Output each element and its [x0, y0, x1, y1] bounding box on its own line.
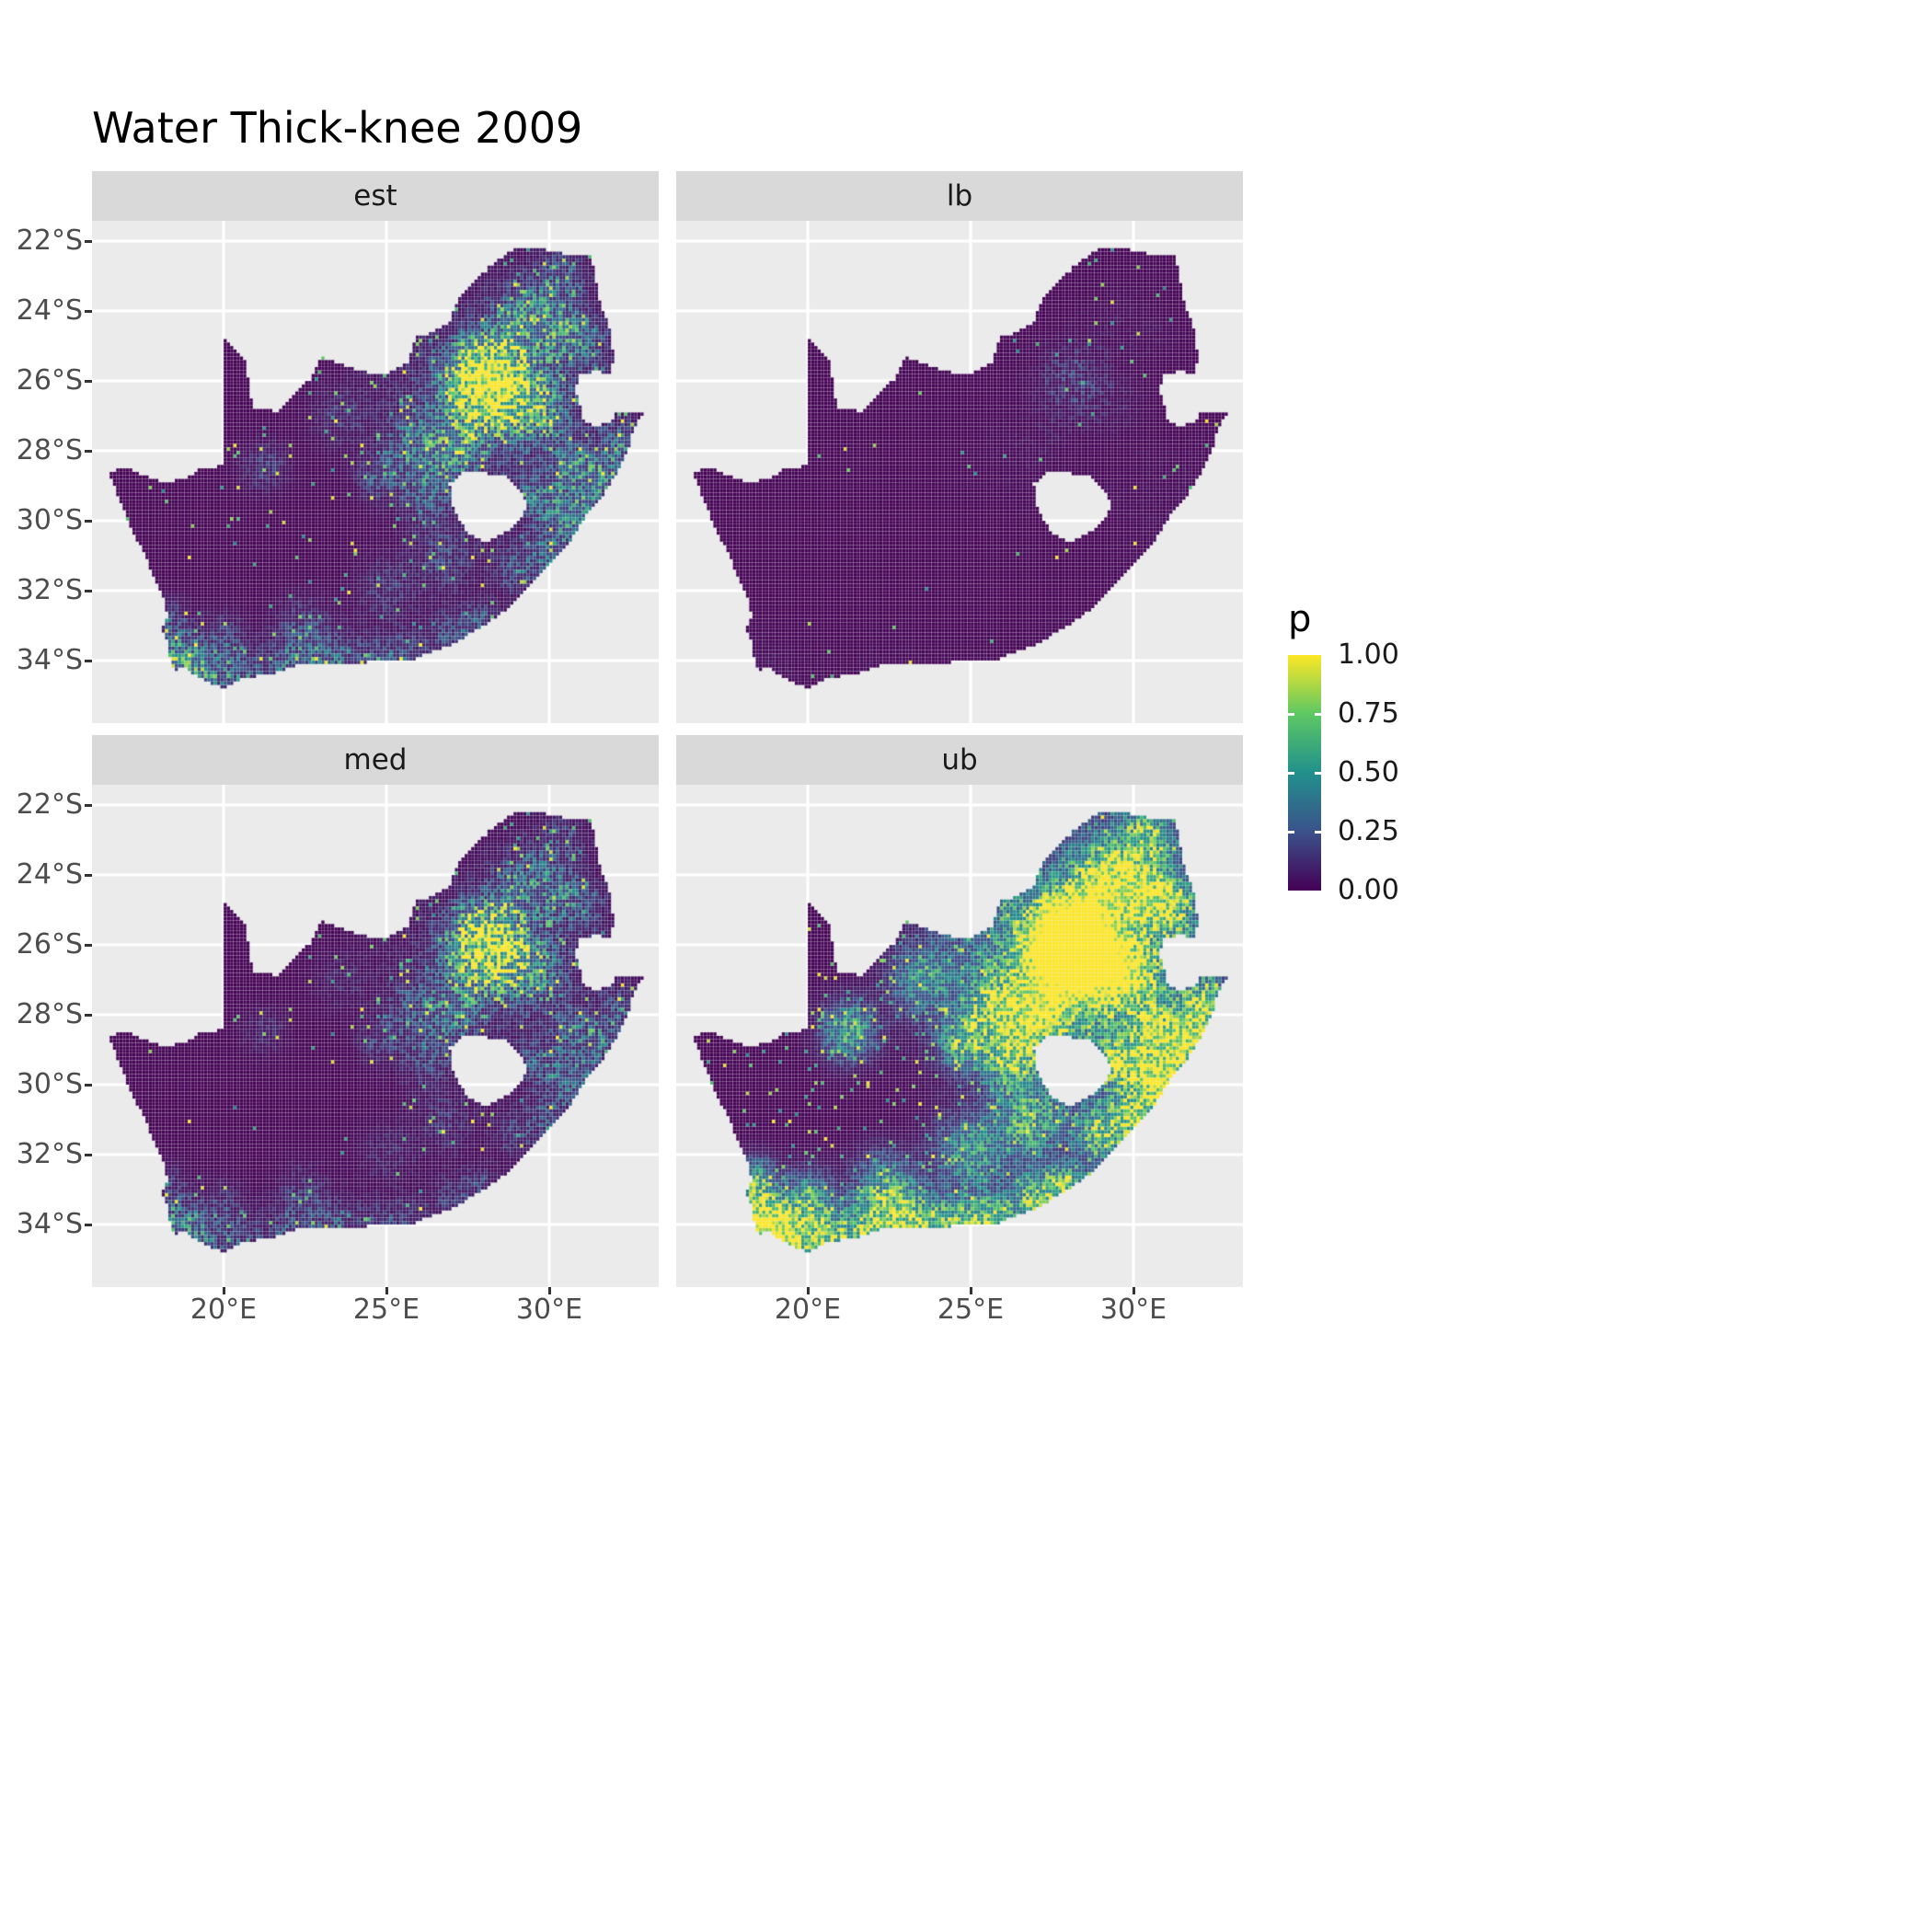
facet-panel-med: med — [92, 735, 659, 1287]
legend-colorbar-tick — [1315, 771, 1321, 775]
x-axis-tick-label: 30°E — [515, 1294, 583, 1326]
y-axis-tick-label: 22°S — [16, 224, 83, 257]
x-axis-tick-mark — [222, 1287, 225, 1294]
y-axis-tick-label: 32°S — [16, 574, 83, 606]
x-axis-tick-label: 25°E — [352, 1294, 420, 1326]
y-axis-tick-mark — [85, 943, 92, 947]
facet-strip-ub: ub — [676, 735, 1243, 785]
chart-title: Water Thick-knee 2009 — [92, 103, 583, 153]
y-axis-tick-label: 34°S — [16, 1208, 83, 1240]
x-axis-tick-mark — [969, 1287, 972, 1294]
y-axis-tick-label: 26°S — [16, 928, 83, 960]
x-axis-tick-label: 20°E — [774, 1294, 842, 1326]
legend-tick-label: 0.50 — [1338, 756, 1399, 788]
facet-strip-est: est — [92, 171, 659, 221]
x-axis-tick-label: 25°E — [937, 1294, 1005, 1326]
map-canvas-ub — [676, 785, 1243, 1287]
y-axis-tick-mark — [85, 1083, 92, 1087]
x-axis-tick-mark — [547, 1287, 551, 1294]
y-axis-tick-label: 26°S — [16, 364, 83, 397]
facet-panel-est: est — [92, 171, 659, 723]
x-axis-tick-mark — [806, 1287, 810, 1294]
x-axis-tick-label: 20°E — [190, 1294, 258, 1326]
legend-colorbar-tick — [1288, 771, 1294, 775]
y-axis-tick-mark — [85, 449, 92, 453]
y-axis-tick-label: 24°S — [16, 858, 83, 891]
x-axis-tick-mark — [1132, 1287, 1135, 1294]
facet-panel-lb: lb — [676, 171, 1243, 723]
y-axis-tick-mark — [85, 239, 92, 243]
legend-tick-label: 0.00 — [1338, 874, 1399, 906]
y-axis-tick-label: 28°S — [16, 998, 83, 1030]
y-axis-tick-mark — [85, 803, 92, 807]
facet-label-lb: lb — [946, 179, 973, 213]
legend-colorbar-tick — [1315, 830, 1321, 834]
y-axis-tick-mark — [85, 379, 92, 383]
y-axis-tick-mark — [85, 589, 92, 592]
legend-tick-label: 1.00 — [1338, 638, 1399, 671]
y-axis-tick-label: 32°S — [16, 1138, 83, 1170]
y-axis-tick-mark — [85, 1153, 92, 1156]
y-axis-tick-label: 22°S — [16, 788, 83, 821]
y-axis-tick-label: 28°S — [16, 434, 83, 466]
legend-colorbar-tick — [1288, 830, 1294, 834]
facet-strip-lb: lb — [676, 171, 1243, 221]
map-canvas-lb — [676, 221, 1243, 723]
y-axis-tick-mark — [85, 659, 92, 662]
y-axis-tick-mark — [85, 1013, 92, 1017]
y-axis-tick-label: 24°S — [16, 294, 83, 327]
map-canvas-est — [92, 221, 659, 723]
legend-tick-container: 1.00 0.75 0.50 0.25 0.00 — [1286, 598, 1498, 938]
facet-label-est: est — [353, 179, 397, 213]
y-axis-tick-mark — [85, 1223, 92, 1226]
y-axis-tick-mark — [85, 519, 92, 523]
y-axis-tick-label: 30°S — [16, 1068, 83, 1100]
y-axis-tick-label: 34°S — [16, 644, 83, 676]
y-axis-tick-mark — [85, 309, 92, 313]
map-canvas-med — [92, 785, 659, 1287]
facet-panel-ub: ub — [676, 735, 1243, 1287]
x-axis-tick-label: 30°E — [1099, 1294, 1167, 1326]
facet-label-med: med — [343, 743, 408, 776]
x-axis-tick-mark — [385, 1287, 388, 1294]
legend: p 1.00 0.75 0.50 0.25 0.00 — [1286, 598, 1498, 938]
legend-colorbar-tick — [1315, 712, 1321, 716]
legend-tick-label: 0.75 — [1338, 697, 1399, 730]
legend-title: p — [1288, 598, 1312, 640]
facet-strip-med: med — [92, 735, 659, 785]
facet-label-ub: ub — [941, 743, 978, 776]
legend-tick-label: 0.25 — [1338, 815, 1399, 847]
legend-colorbar-tick — [1288, 712, 1294, 716]
y-axis-tick-label: 30°S — [16, 504, 83, 536]
y-axis-tick-mark — [85, 873, 92, 877]
